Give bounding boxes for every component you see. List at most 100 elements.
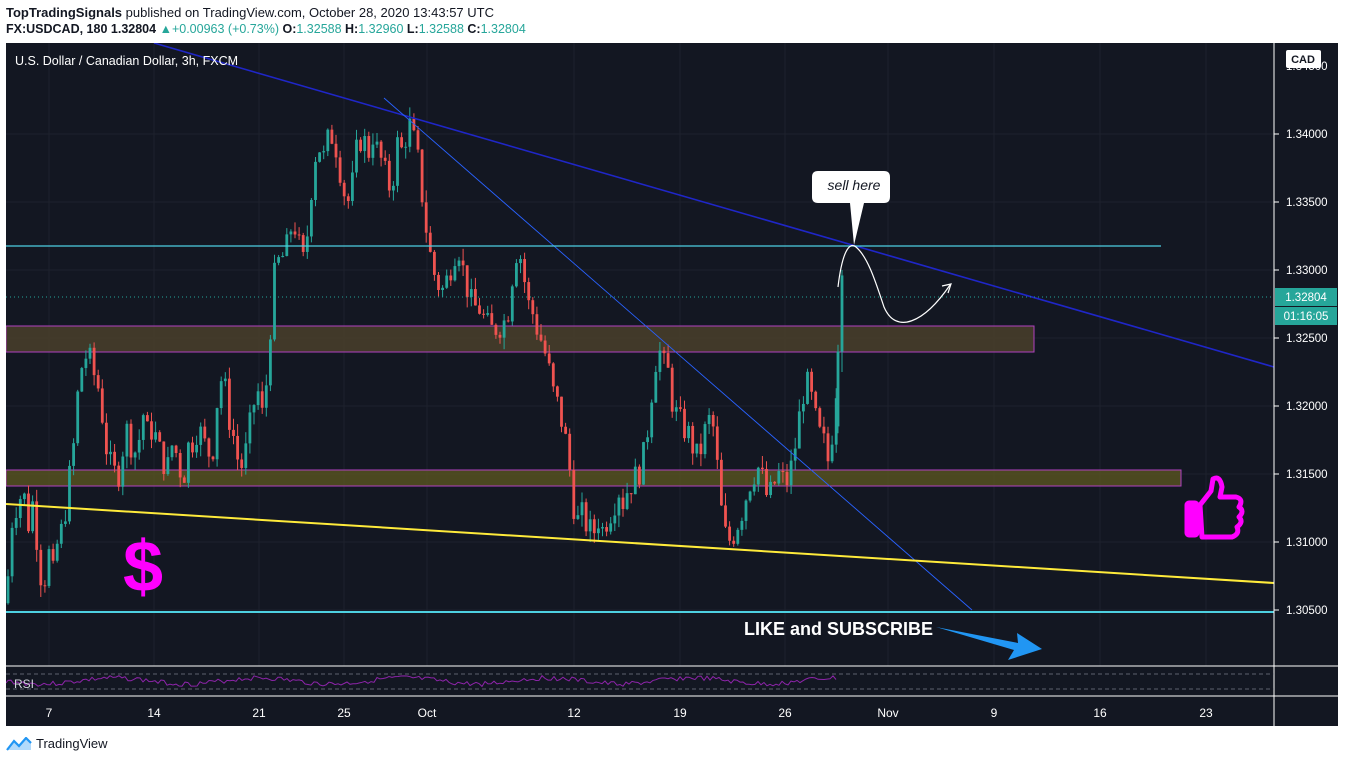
candle-body	[711, 415, 715, 427]
candle-body	[39, 549, 43, 586]
low-value: 1.32588	[418, 22, 464, 36]
candle-body	[367, 136, 371, 158]
currency-badge[interactable]	[1286, 50, 1321, 68]
candle-body	[494, 324, 498, 335]
chart-container[interactable]: sell here U.S. Dollar / Canadian Dollar,…	[6, 43, 1338, 726]
time-tick-label: 25	[337, 706, 351, 720]
candle-body	[744, 500, 748, 521]
time-tick-label: Nov	[877, 706, 898, 720]
candle-body	[240, 459, 244, 468]
candle-body	[351, 172, 354, 202]
candle-body	[273, 262, 276, 340]
yellow-trendline[interactable]	[6, 503, 1275, 584]
projection-curve[interactable]	[837, 245, 951, 323]
candle-body	[166, 457, 170, 475]
candle-body	[560, 396, 563, 427]
candle-body	[826, 433, 830, 462]
sell-here-callout[interactable]	[812, 171, 890, 245]
candle-body	[437, 274, 440, 290]
candle-body	[617, 497, 621, 516]
candle-body	[732, 540, 736, 544]
candle-body	[654, 371, 658, 403]
open-label: O:	[282, 22, 297, 36]
candle-body	[23, 493, 26, 500]
candle-body	[539, 334, 543, 341]
candle-body	[256, 391, 260, 406]
candle-body	[420, 149, 424, 203]
candle-body	[182, 477, 186, 483]
candle-body	[793, 448, 797, 461]
candle-body	[84, 358, 88, 369]
candle-body	[679, 407, 682, 409]
candle-body	[510, 286, 514, 322]
candle-body	[633, 466, 637, 495]
candle-body	[691, 425, 695, 454]
candle-body	[830, 444, 834, 462]
candle-body	[76, 391, 80, 444]
thin-trendline[interactable]	[383, 97, 973, 611]
candle-body	[625, 493, 629, 509]
candle-body	[207, 438, 211, 457]
candle-body	[252, 405, 256, 413]
support-zone[interactable]	[6, 469, 1182, 487]
candle-body	[18, 499, 22, 518]
author-name[interactable]: TopTradingSignals	[6, 5, 123, 20]
price-tick-label: 1.33000	[1286, 265, 1328, 277]
candle-body	[707, 415, 711, 425]
high-value: 1.32960	[358, 22, 404, 36]
candle-body	[715, 426, 719, 460]
candle-body	[359, 139, 362, 152]
candle-body	[31, 501, 34, 532]
candle-body	[802, 403, 805, 412]
candle-body	[92, 347, 96, 376]
candle-body	[289, 231, 293, 235]
candle-body	[445, 275, 449, 288]
candle-body	[506, 320, 510, 322]
callout-text: sell here	[828, 177, 881, 193]
candle-body	[326, 129, 330, 152]
currency-label: CAD	[1291, 54, 1315, 66]
candle-body	[523, 259, 526, 283]
candle-body	[478, 305, 481, 314]
descending-trendline[interactable]	[153, 43, 1275, 368]
symbol-ohlc-bar: FX:USDCAD, 180 1.32804 ▲+0.00963 (+0.73%…	[6, 22, 526, 36]
time-tick-label: Oct	[418, 706, 437, 720]
resistance-zone[interactable]	[6, 325, 1035, 353]
candle-body	[43, 585, 47, 587]
candle-body	[695, 443, 699, 454]
countdown-text: 01:16:05	[1284, 311, 1329, 323]
candle-body	[576, 515, 580, 519]
candles	[6, 107, 844, 605]
price-tick-label: 1.33500	[1286, 197, 1328, 209]
candle-body	[129, 423, 133, 458]
candle-body	[260, 391, 264, 408]
candle-body	[277, 257, 280, 263]
change-arrow-icon: ▲	[159, 22, 172, 36]
time-axis-ticks: 7 14 21 25 Oct 12 19 26 Nov 9 16 23	[46, 706, 1213, 720]
candle-body	[68, 465, 71, 522]
price-chart[interactable]: sell here U.S. Dollar / Canadian Dollar,…	[6, 43, 1338, 726]
candle-body	[531, 300, 535, 315]
price-axis[interactable]	[1274, 43, 1338, 726]
time-tick-label: 9	[991, 706, 998, 720]
candle-body	[551, 363, 555, 387]
candle-body	[724, 505, 727, 527]
candle-body	[170, 445, 174, 458]
tradingview-footer[interactable]: TradingView	[6, 736, 108, 751]
candle-body	[674, 407, 678, 412]
candle-body	[55, 543, 59, 561]
candle-body	[814, 391, 818, 409]
candle-body	[564, 426, 567, 434]
thumbs-up-icon	[1184, 475, 1245, 540]
candle-body	[461, 260, 465, 266]
candle-body	[363, 136, 367, 152]
rsi-label: RSI	[14, 677, 34, 691]
candle-body	[547, 353, 551, 364]
candle-body	[621, 497, 625, 509]
chart-legend: U.S. Dollar / Canadian Dollar, 3h, FXCM	[15, 54, 238, 68]
candle-body	[355, 139, 358, 173]
candle-body	[264, 385, 268, 408]
candle-body	[346, 196, 350, 202]
candle-body	[822, 426, 826, 434]
time-tick-label: 19	[673, 706, 687, 720]
